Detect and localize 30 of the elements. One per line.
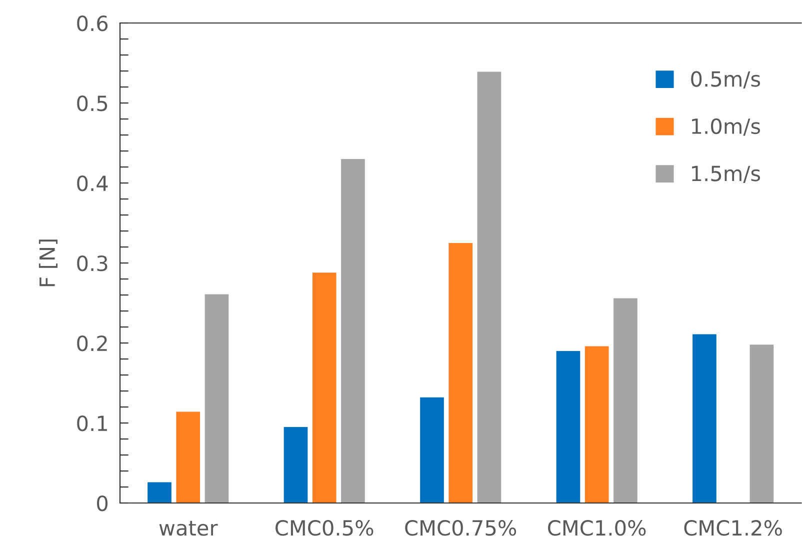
y-tick-label: 0.3 bbox=[77, 255, 108, 272]
x-tick-label: CMC1.2% bbox=[684, 520, 782, 536]
y-tick-label: 0 bbox=[97, 495, 108, 512]
y-tick-label: 0.4 bbox=[77, 175, 108, 192]
y-tick-label: 0.6 bbox=[77, 15, 108, 32]
bar bbox=[148, 482, 172, 503]
bar bbox=[341, 159, 365, 503]
bar bbox=[584, 346, 609, 503]
bar bbox=[420, 397, 444, 503]
bar bbox=[176, 412, 200, 503]
bar bbox=[692, 334, 716, 503]
y-tick-label: 0.5 bbox=[77, 95, 108, 112]
bar bbox=[750, 344, 774, 503]
bar bbox=[448, 243, 473, 503]
bar bbox=[477, 72, 502, 503]
bar bbox=[204, 294, 229, 503]
legend-label: 1.5m/s bbox=[692, 166, 760, 183]
x-tick-label: water bbox=[159, 520, 218, 536]
legend-label: 0.5m/s bbox=[691, 71, 760, 88]
y-axis-title: F [N] bbox=[38, 240, 58, 286]
y-tick-label: 0.1 bbox=[77, 415, 107, 432]
bar bbox=[556, 351, 580, 503]
x-tick-label: CMC0.5% bbox=[276, 520, 374, 536]
y-tick-label: 0.2 bbox=[77, 335, 107, 352]
bar bbox=[614, 298, 638, 503]
legend-label: 1.0m/s bbox=[692, 118, 760, 136]
bar bbox=[284, 427, 308, 503]
bar bbox=[312, 272, 336, 503]
x-tick-label: CMC1.0% bbox=[548, 520, 646, 536]
x-tick-label: CMC0.75% bbox=[405, 520, 516, 536]
